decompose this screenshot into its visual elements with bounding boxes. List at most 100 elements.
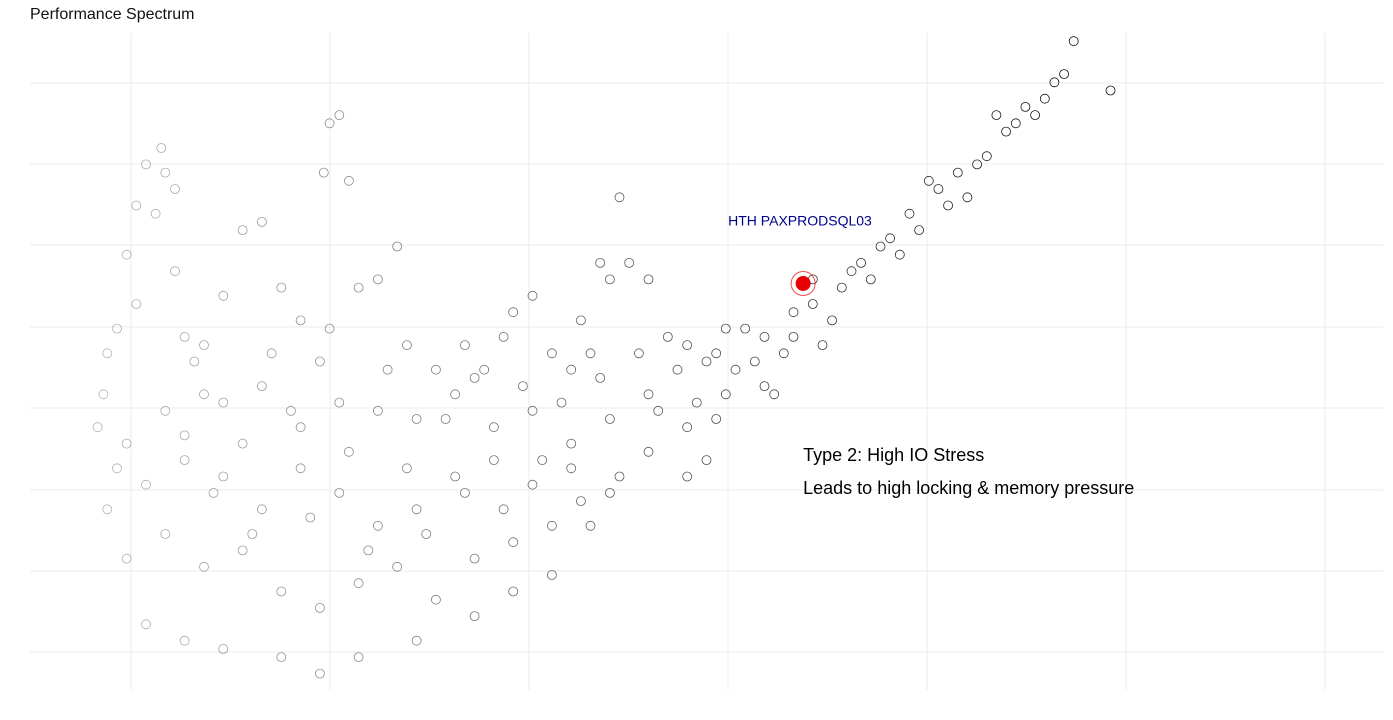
data-point (256, 216, 267, 227)
data-point (595, 372, 606, 383)
data-point (643, 274, 654, 285)
data-point (914, 225, 924, 236)
data-point (508, 537, 519, 548)
annotation-text-1: Type 2: High IO Stress (803, 445, 984, 465)
data-point (759, 381, 770, 392)
data-point (518, 381, 528, 392)
data-point (469, 372, 480, 383)
data-point (904, 208, 915, 219)
data-point (218, 471, 229, 482)
data-point (295, 315, 306, 326)
grid (30, 33, 1383, 690)
data-point (827, 315, 837, 326)
highlight-label: HTH PAXPRODSQL03 (728, 212, 872, 228)
data-point (314, 668, 325, 679)
data-point (353, 652, 364, 662)
data-point (411, 504, 422, 515)
data-point (141, 159, 151, 170)
data-point (189, 356, 200, 367)
data-point (430, 594, 441, 605)
data-point (179, 455, 190, 466)
data-point (160, 405, 171, 416)
data-point (295, 463, 306, 474)
data-point (1059, 69, 1069, 79)
data-point (730, 364, 741, 375)
data-point (160, 529, 171, 539)
data-point (614, 471, 625, 482)
data-point (479, 364, 490, 375)
data-point (894, 249, 905, 260)
data-point (614, 192, 625, 203)
data-point (237, 438, 248, 449)
data-point (566, 438, 577, 449)
data-point (141, 479, 151, 490)
highlight-ring (790, 270, 816, 296)
data-point (121, 249, 132, 260)
data-point (218, 644, 229, 654)
data-point (527, 405, 538, 416)
data-point (430, 364, 441, 375)
data-point (711, 348, 722, 359)
data-point (459, 487, 470, 498)
data-point (256, 504, 267, 515)
data-point (411, 414, 422, 424)
data-point (595, 257, 606, 268)
data-point (585, 520, 596, 531)
data-point (1105, 85, 1116, 96)
data-point (179, 430, 190, 441)
data-point (498, 504, 509, 515)
data-point (256, 381, 267, 392)
data-point (508, 586, 519, 597)
data-point (237, 225, 248, 236)
data-point (218, 290, 229, 301)
data-point (450, 471, 461, 482)
data-point (817, 340, 828, 351)
data-point (450, 389, 461, 400)
data-point (991, 110, 1002, 120)
data-point (547, 520, 557, 531)
data-point (556, 397, 567, 408)
data-point (759, 331, 770, 342)
data-point (160, 167, 171, 178)
data-point (653, 405, 664, 416)
data-point (199, 389, 209, 400)
data-point (121, 438, 132, 449)
data-point (682, 422, 693, 433)
data-point (605, 487, 615, 498)
data-point (769, 389, 780, 400)
data-point (701, 356, 712, 367)
data-point (179, 635, 190, 646)
data-point (382, 364, 393, 375)
data-point (334, 110, 345, 120)
data-point (218, 397, 229, 408)
data-point (343, 446, 354, 457)
data-point (634, 348, 644, 359)
data-point (527, 290, 538, 301)
data-point (856, 257, 866, 268)
data-point (102, 504, 113, 515)
data-point (1039, 93, 1050, 104)
data-point (334, 487, 345, 498)
data-point (141, 619, 151, 630)
data-point (392, 241, 403, 252)
annotations: Type 2: High IO Stress Leads to high lock… (803, 445, 1134, 498)
data-point (156, 143, 167, 153)
highlight-point-group: HTH PAXPRODSQL03 (728, 212, 872, 296)
data-point (392, 561, 403, 572)
data-point (749, 356, 760, 367)
data-point (237, 545, 248, 556)
data-point (112, 463, 122, 474)
data-point (266, 348, 277, 359)
data-point (401, 340, 412, 351)
data-point (411, 635, 422, 646)
data-point (682, 471, 693, 482)
data-point (1010, 118, 1021, 129)
data-point (459, 340, 470, 351)
data-point (885, 233, 895, 244)
data-point (807, 299, 818, 309)
highlight-point (795, 275, 811, 291)
data-point (508, 307, 519, 318)
data-point (788, 307, 799, 318)
data-point (527, 479, 538, 490)
